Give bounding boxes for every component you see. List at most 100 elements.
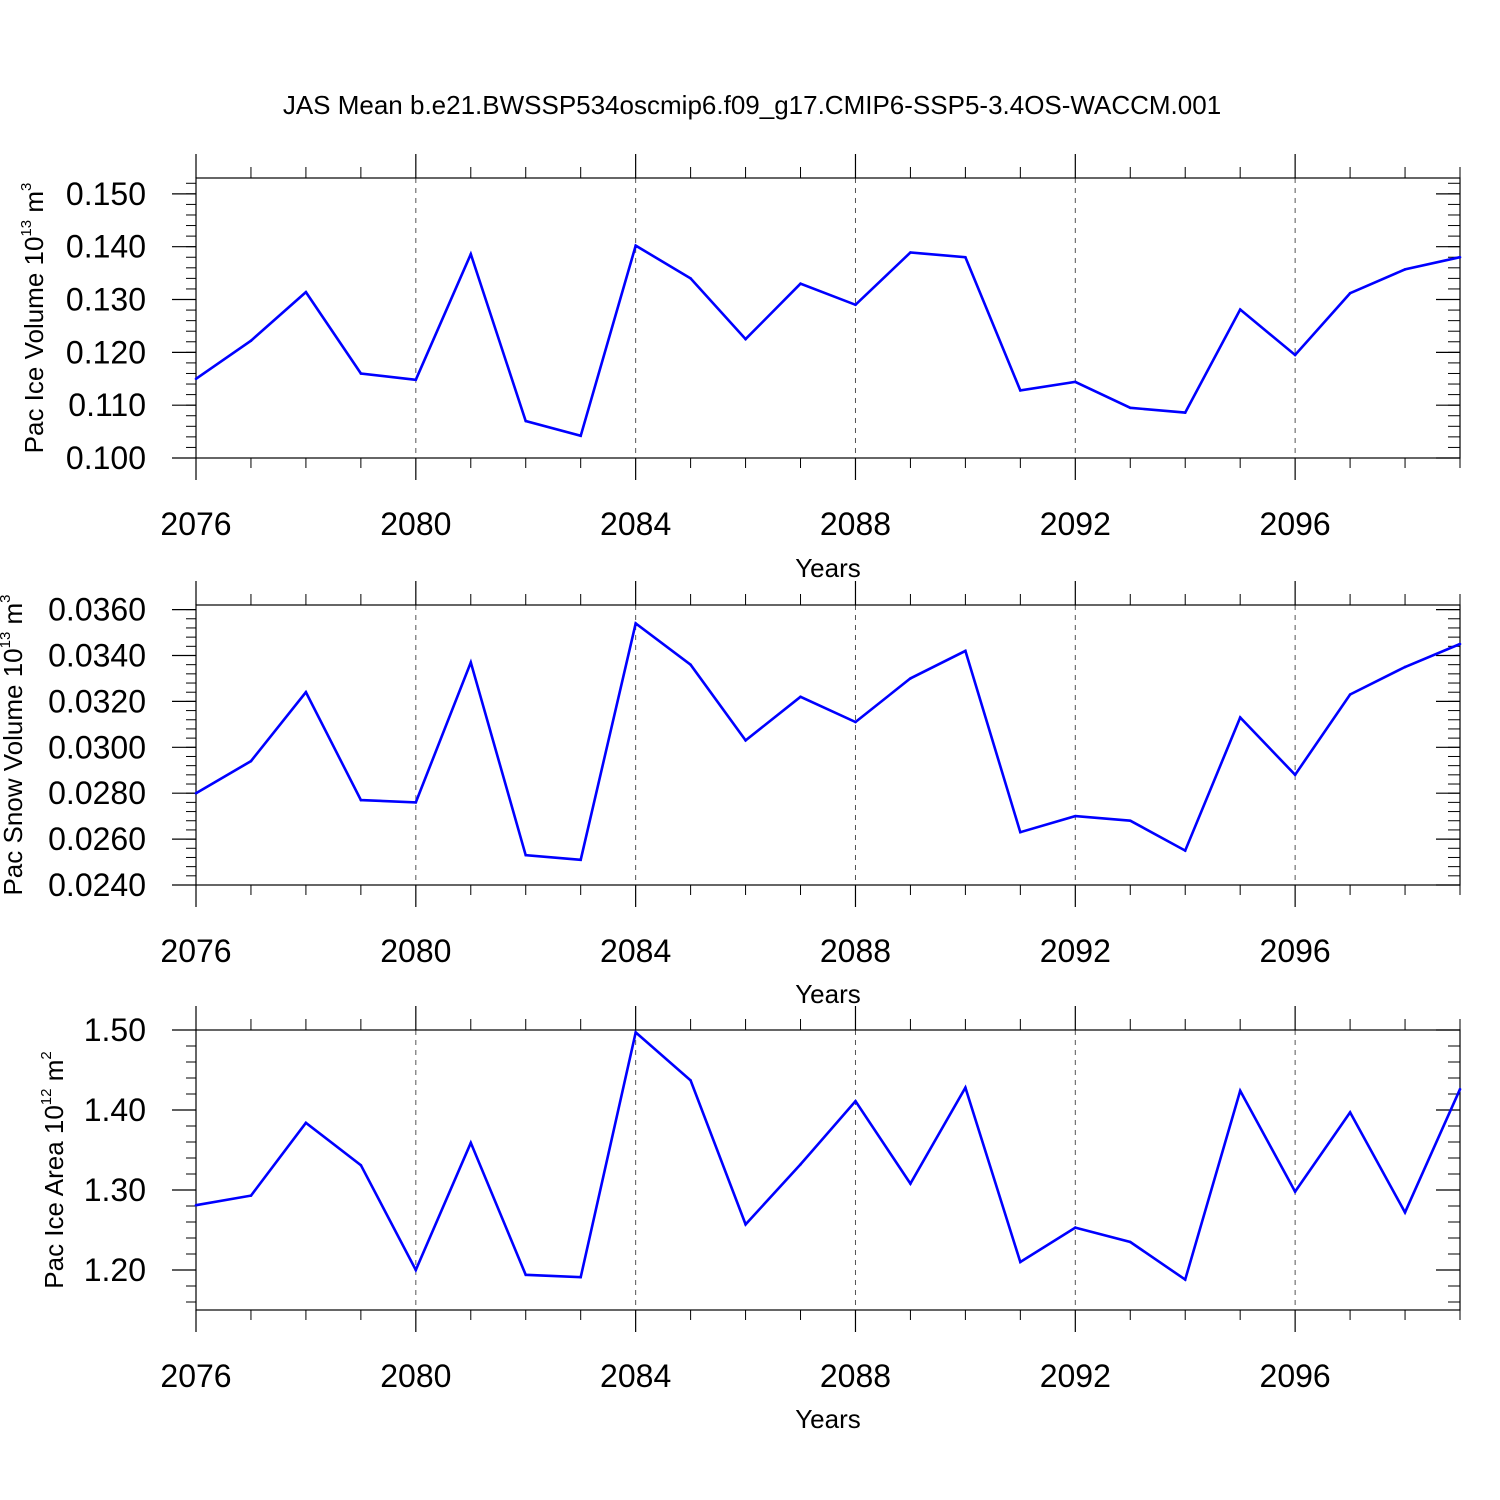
data-point: [469, 1141, 473, 1145]
y-tick-label: 0.110: [68, 387, 146, 423]
y-axis-label: Pac Ice Volume 1013 m3: [18, 183, 49, 454]
y-axis-label-exponent: 12: [38, 1088, 55, 1105]
data-point: [744, 1223, 747, 1226]
data-point: [414, 801, 418, 804]
y-tick-label: 1.50: [84, 1012, 146, 1048]
data-point: [964, 649, 967, 653]
data-point: [1458, 255, 1462, 259]
y-axis-label-unit: m: [19, 191, 49, 220]
data-point: [1128, 406, 1132, 410]
data-point: [469, 252, 473, 256]
data-point: [194, 1203, 198, 1207]
data-point: [1348, 291, 1352, 295]
data-point: [634, 244, 637, 247]
data-point: [1348, 693, 1352, 696]
data-point: [854, 303, 857, 307]
data-point: [854, 1099, 857, 1103]
data-point: [1183, 411, 1187, 414]
plot-frame: [195, 604, 1461, 886]
y-tick-label: 0.0340: [48, 637, 146, 673]
data-point: [1238, 308, 1242, 311]
y-axis-label-unit: m: [0, 603, 28, 632]
plot-frame: [195, 177, 1461, 459]
data-point: [1293, 353, 1297, 357]
data-point: [1074, 380, 1077, 384]
x-tick-label: 2084: [600, 506, 671, 542]
x-tick-label: 2080: [380, 933, 451, 969]
panels: 2076 2080 2084 2088 2092 2096 0.100 0.110 0.120 0…: [0, 154, 1462, 1434]
panel-3: 2076 2080 2084 2088 2092 2096 1.20 1.30 1.40 1.50…: [38, 1006, 1462, 1434]
data-point: [304, 1121, 308, 1125]
data-point: [304, 290, 308, 294]
y-axis-label: Pac Snow Volume 1013 m3: [0, 594, 28, 895]
data-point: [1019, 830, 1022, 834]
data-point: [964, 255, 967, 259]
x-tick-label: 2080: [380, 506, 451, 542]
x-axis-label: Years: [795, 1404, 861, 1434]
figure-title: JAS Mean b.e21.BWSSP534oscmip6.f09_g17.C…: [283, 90, 1221, 120]
y-tick-label: 0.140: [66, 229, 146, 265]
x-tick-label: 2088: [820, 933, 891, 969]
data-point: [1019, 389, 1022, 392]
x-tick-label: 2076: [160, 506, 231, 542]
panel-2: 2076 2080 2084 2088 2092 2096 0.0240 0.0260 0.02…: [0, 581, 1462, 1009]
data-point: [414, 1268, 418, 1272]
series-line: [195, 243, 1461, 438]
y-axis-label-unit-exponent: 2: [38, 1051, 55, 1059]
data-point: [689, 663, 692, 666]
data-point: [909, 251, 912, 254]
data-point: [469, 661, 473, 664]
data-point: [1293, 773, 1297, 777]
data-point: [799, 695, 802, 699]
data-point: [1074, 1226, 1077, 1229]
series-line: [195, 1029, 1462, 1282]
x-tick-label: 2076: [160, 1358, 231, 1394]
data-point: [744, 739, 747, 742]
data-point: [1458, 1087, 1462, 1091]
data-point: [524, 419, 528, 423]
data-point: [1183, 1278, 1187, 1281]
x-tick-label: 2096: [1260, 1358, 1331, 1394]
data-point: [1458, 642, 1462, 646]
data-point: [744, 337, 747, 341]
x-tick-label: 2076: [160, 933, 231, 969]
y-axis-label-main: Pac Ice Area 10: [39, 1105, 69, 1289]
y-tick-label: 0.0360: [48, 592, 146, 628]
y-tick-label: 0.0240: [48, 867, 146, 903]
y-axis-label-main: Pac Ice Volume 10: [19, 237, 49, 454]
y-tick-label: 0.0320: [48, 683, 146, 719]
data-point: [1403, 1211, 1407, 1214]
y-tick-label: 1.30: [84, 1172, 146, 1208]
data-point: [909, 677, 912, 680]
data-point: [249, 759, 253, 763]
data-point: [689, 277, 692, 280]
data-point: [1074, 814, 1077, 818]
data-point: [964, 1086, 967, 1089]
data-point: [249, 1194, 253, 1197]
data-point: [854, 720, 857, 724]
y-tick-label: 0.0260: [48, 821, 146, 857]
data-point: [524, 853, 528, 857]
data-point: [634, 1031, 637, 1034]
data-point: [1403, 665, 1407, 669]
y-tick-label: 0.0280: [48, 775, 146, 811]
data-point: [799, 1163, 802, 1166]
data-point: [1348, 1111, 1352, 1114]
x-tick-label: 2084: [600, 1358, 671, 1394]
y-tick-label: 0.100: [66, 440, 146, 476]
series-line: [195, 621, 1461, 862]
data-point: [1128, 819, 1132, 823]
data-point: [1238, 716, 1242, 719]
x-tick-label: 2092: [1040, 933, 1111, 969]
data-point: [1128, 1240, 1132, 1244]
data-point: [1183, 849, 1187, 852]
y-tick-label: 0.0300: [48, 729, 146, 765]
data-point: [689, 1079, 692, 1082]
data-point: [1019, 1260, 1022, 1264]
data-point: [579, 858, 582, 862]
x-tick-label: 2092: [1040, 506, 1111, 542]
y-axis-label-exponent: 13: [0, 632, 14, 649]
data-point: [909, 1182, 912, 1185]
data-point: [634, 622, 637, 625]
